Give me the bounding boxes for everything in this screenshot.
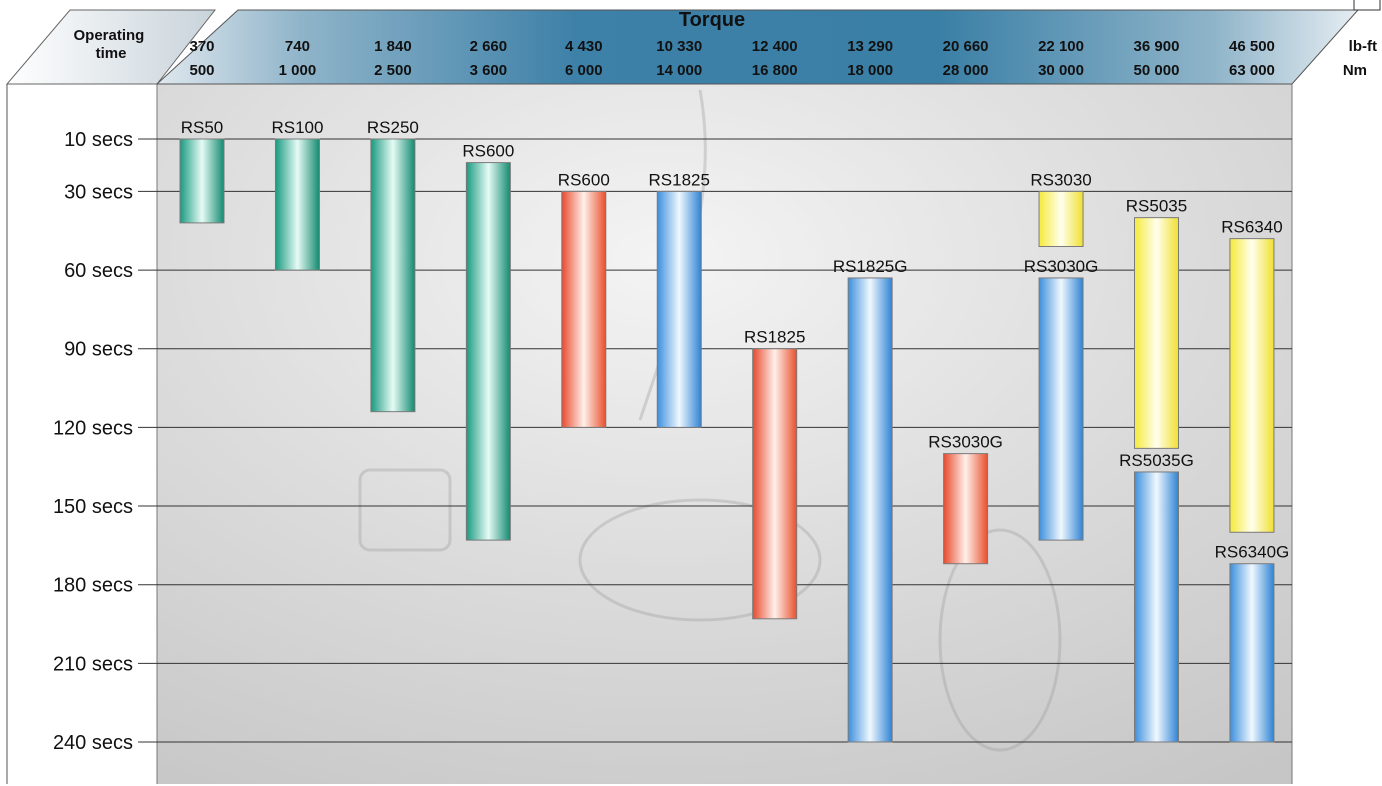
bar-rs3030 [1038, 190, 1084, 247]
y-tick-label: 30 secs [64, 181, 133, 203]
bar-rs100 [274, 138, 320, 271]
bar-rs1825 [752, 348, 798, 620]
torque-nm-label: 1 000 [279, 62, 317, 79]
torque-nm-label: 500 [189, 62, 214, 79]
bar-rs6340g [1229, 563, 1275, 743]
y-tick-label: 120 secs [53, 417, 133, 439]
y-axis: 10 secs 30 secs 60 secs 90 secs 120 secs 150 … [53, 129, 133, 754]
operating-time-label: Operating time [73, 27, 148, 62]
gridlines [138, 138, 1292, 743]
torque-lbft-label: 2 660 [470, 38, 508, 55]
bar-rs5035g [1134, 471, 1179, 743]
torque-nm-label: 28 000 [943, 62, 989, 79]
torque-lbft-label: 370 [189, 38, 214, 55]
torque-lbft-label: 22 100 [1038, 38, 1084, 55]
bar-label: RS1825G [833, 257, 908, 276]
bar-label: RS3030 [1030, 170, 1091, 189]
bar-label: RS50 [181, 118, 224, 137]
bar-rs600 [561, 190, 607, 428]
bar-label: RS100 [271, 118, 323, 137]
bar-label: RS3030G [1024, 257, 1099, 276]
torque-lbft-label: 1 840 [374, 38, 412, 55]
bar-rs600 [465, 162, 511, 541]
bar-rs6340 [1229, 238, 1275, 533]
y-tick-label: 240 secs [53, 732, 133, 754]
y-tick-label: 210 secs [53, 653, 133, 675]
bar-label: RS5035G [1119, 451, 1194, 470]
bar-label: RS3030G [928, 433, 1003, 452]
torque-lbft-label: 10 330 [656, 38, 702, 55]
bar-label: RS6340 [1221, 218, 1282, 237]
corner-box [1353, 0, 1381, 11]
y-tick-label: 10 secs [64, 129, 133, 151]
bars: RS50 RS100 RS250 RS600 RS600 RS1825 RS1825 RS18… [179, 118, 1290, 743]
torque-lbft-label: 36 900 [1134, 38, 1180, 55]
torque-nm-label: 14 000 [656, 62, 702, 79]
torque-nm-label: 30 000 [1038, 62, 1084, 79]
bar-rs50 [179, 138, 225, 224]
bar-rs5035 [1134, 217, 1179, 449]
torque-nm-label: 18 000 [847, 62, 893, 79]
bar-label: RS250 [367, 118, 419, 137]
torque-nm-label: 50 000 [1134, 62, 1180, 79]
bar-label: RS6340G [1215, 543, 1290, 562]
bar-rs1825g [847, 277, 893, 743]
torque-lbft-label: 740 [285, 38, 310, 55]
bar-label: RS5035 [1126, 197, 1187, 216]
torque-lbft-label: 20 660 [943, 38, 989, 55]
torque-columns: 370 500 740 1 000 1 840 2 500 2 660 3 600 4 430 6… [189, 38, 1274, 79]
bar-label: RS600 [558, 170, 610, 189]
torque-lbft-label: 4 430 [565, 38, 603, 55]
y-tick-label: 60 secs [64, 260, 133, 282]
y-tick-label: 90 secs [64, 339, 133, 361]
unit-lbft: lb-ft [1349, 38, 1377, 55]
bar-rs1825 [656, 190, 702, 428]
torque-lbft-label: 13 290 [847, 38, 893, 55]
bar-rs3030g [1038, 277, 1084, 541]
y-tick-label: 180 secs [53, 575, 133, 597]
torque-nm-label: 6 000 [565, 62, 603, 79]
bar-label: RS1825 [649, 170, 710, 189]
torque-nm-label: 16 800 [752, 62, 798, 79]
torque-title: Torque [679, 9, 745, 31]
torque-nm-label: 3 600 [470, 62, 508, 79]
bar-rs250 [370, 138, 416, 413]
torque-lbft-label: 12 400 [752, 38, 798, 55]
bar-rs3030g [943, 453, 989, 565]
unit-nm: Nm [1343, 62, 1367, 79]
background-photo [157, 84, 1292, 784]
bar-label: RS600 [462, 142, 514, 161]
torque-nm-label: 63 000 [1229, 62, 1275, 79]
torque-header-band [155, 9, 1360, 85]
torque-lbft-label: 46 500 [1229, 38, 1275, 55]
torque-nm-label: 2 500 [374, 62, 412, 79]
bar-label: RS1825 [744, 328, 805, 347]
y-tick-label: 150 secs [53, 496, 133, 518]
